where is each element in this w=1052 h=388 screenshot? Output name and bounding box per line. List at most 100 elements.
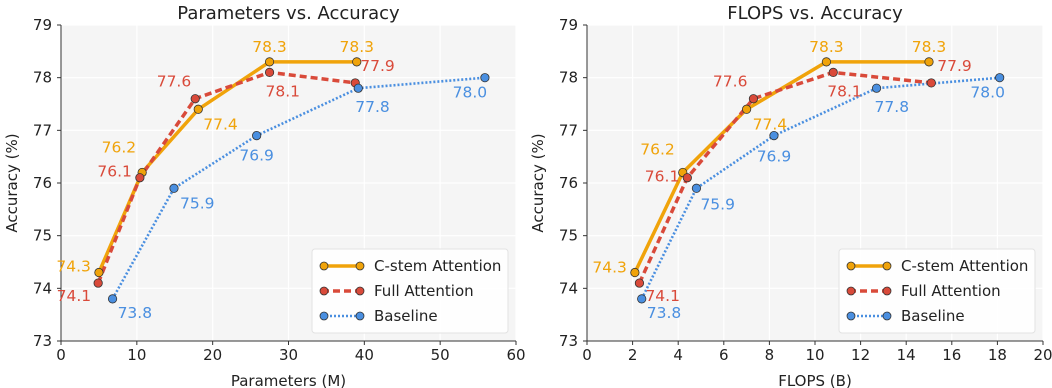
x-tick-label: 40 bbox=[355, 346, 374, 364]
y-tick-label: 79 bbox=[559, 16, 578, 34]
legend-marker bbox=[355, 261, 365, 271]
y-tick-label: 78 bbox=[559, 69, 578, 87]
data-label: 77.9 bbox=[937, 57, 972, 75]
x-axis-label: FLOPS (B) bbox=[778, 372, 852, 388]
y-axis-label: Accuracy (%) bbox=[529, 133, 547, 232]
data-point bbox=[135, 173, 145, 183]
data-point bbox=[107, 294, 118, 304]
x-tick-label: 4 bbox=[673, 346, 683, 364]
x-tick-label: 6 bbox=[719, 346, 729, 364]
data-point bbox=[926, 78, 936, 88]
data-point bbox=[264, 57, 275, 67]
data-label: 77.6 bbox=[713, 73, 748, 91]
y-tick-label: 79 bbox=[33, 16, 52, 34]
x-tick-label: 8 bbox=[765, 346, 775, 364]
legend-marker bbox=[355, 311, 365, 321]
legend-marker bbox=[319, 286, 329, 296]
legend-marker bbox=[319, 311, 329, 321]
data-point bbox=[748, 94, 759, 104]
data-label: 73.8 bbox=[647, 304, 682, 322]
x-tick-label: 10 bbox=[805, 346, 824, 364]
data-label: 76.2 bbox=[640, 140, 675, 158]
legend-marker bbox=[355, 286, 365, 296]
data-point bbox=[682, 173, 692, 183]
data-point bbox=[769, 131, 779, 141]
data-label: 78.0 bbox=[970, 84, 1005, 102]
data-point bbox=[871, 83, 882, 93]
legend-label: Full Attention bbox=[374, 282, 474, 300]
data-label: 78.3 bbox=[252, 38, 287, 56]
data-label: 78.1 bbox=[266, 82, 301, 100]
data-label: 78.1 bbox=[827, 82, 862, 100]
legend-label: Baseline bbox=[901, 307, 965, 325]
legend-label: C-stem Attention bbox=[901, 257, 1028, 275]
x-tick-label: 0 bbox=[582, 346, 592, 364]
legend-marker bbox=[319, 261, 329, 271]
x-tick-label: 18 bbox=[988, 346, 1007, 364]
y-tick-label: 77 bbox=[33, 121, 52, 139]
data-label: 75.9 bbox=[180, 194, 215, 212]
data-label: 76.1 bbox=[97, 163, 132, 181]
data-point bbox=[352, 57, 362, 67]
data-label: 75.9 bbox=[700, 195, 735, 213]
chart-panel-1: 0 10 20 30 40 50 60 73 74 75 76 77 78 79 Parameters vs… bbox=[3, 3, 526, 388]
data-label: 76.1 bbox=[645, 168, 680, 186]
y-tick-label: 78 bbox=[33, 69, 52, 87]
legend-label: Full Attention bbox=[901, 282, 1001, 300]
x-tick-label: 12 bbox=[851, 346, 870, 364]
chart-title: Parameters vs. Accuracy bbox=[177, 3, 400, 24]
chart-title: FLOPS vs. Accuracy bbox=[727, 3, 903, 24]
y-tick-label: 74 bbox=[559, 279, 578, 297]
series-line-2 bbox=[637, 70, 932, 284]
legend-marker bbox=[882, 286, 892, 296]
data-label: 78.3 bbox=[912, 38, 947, 56]
y-tick-label: 74 bbox=[33, 279, 52, 297]
y-tick-label: 76 bbox=[559, 174, 578, 192]
data-point bbox=[821, 57, 832, 67]
x-tick-label: 20 bbox=[203, 346, 222, 364]
data-label: 78.0 bbox=[453, 84, 488, 102]
data-label: 74.1 bbox=[645, 287, 680, 305]
data-label: 77.6 bbox=[157, 73, 192, 91]
data-point bbox=[995, 73, 1005, 83]
data-point bbox=[924, 57, 934, 67]
data-point bbox=[353, 83, 363, 93]
data-point bbox=[190, 94, 200, 104]
data-point bbox=[637, 294, 647, 304]
y-tick-label: 75 bbox=[33, 227, 52, 245]
data-label: 77.4 bbox=[753, 115, 788, 133]
legend-label: Baseline bbox=[374, 307, 438, 325]
data-point bbox=[169, 183, 179, 193]
data-point bbox=[741, 104, 752, 114]
data-point bbox=[252, 131, 262, 141]
x-tick-label: 0 bbox=[56, 346, 66, 364]
data-point bbox=[480, 73, 490, 83]
y-tick-label: 75 bbox=[559, 227, 578, 245]
data-point bbox=[264, 67, 275, 78]
legend-marker bbox=[846, 286, 856, 296]
y-tick-label: 77 bbox=[559, 121, 578, 139]
legend-marker bbox=[882, 261, 892, 271]
y-tick-label: 76 bbox=[33, 174, 52, 192]
data-label: 77.8 bbox=[355, 98, 390, 116]
x-tick-label: 2 bbox=[628, 346, 638, 364]
data-point bbox=[193, 104, 203, 114]
legend-marker bbox=[882, 311, 892, 321]
legend-marker bbox=[846, 311, 856, 321]
y-tick-label: 73 bbox=[33, 332, 52, 350]
x-tick-label: 30 bbox=[279, 346, 298, 364]
data-point bbox=[634, 278, 645, 288]
x-tick-label: 20 bbox=[1033, 346, 1052, 364]
data-label: 74.1 bbox=[57, 287, 92, 305]
x-tick-label: 16 bbox=[942, 346, 961, 364]
x-tick-label: 50 bbox=[431, 346, 450, 364]
data-point bbox=[630, 267, 640, 278]
data-point bbox=[93, 278, 103, 288]
x-tick-label: 60 bbox=[506, 346, 525, 364]
data-label: 76.9 bbox=[757, 148, 792, 166]
chart-panel-2: 0 2 4 6 8 10 12 14 16 18 20 73 74 75 76 77 78 79 FLOPS vs.… bbox=[529, 3, 1052, 388]
data-label: 77.9 bbox=[360, 57, 395, 75]
data-label: 76.2 bbox=[102, 138, 137, 156]
